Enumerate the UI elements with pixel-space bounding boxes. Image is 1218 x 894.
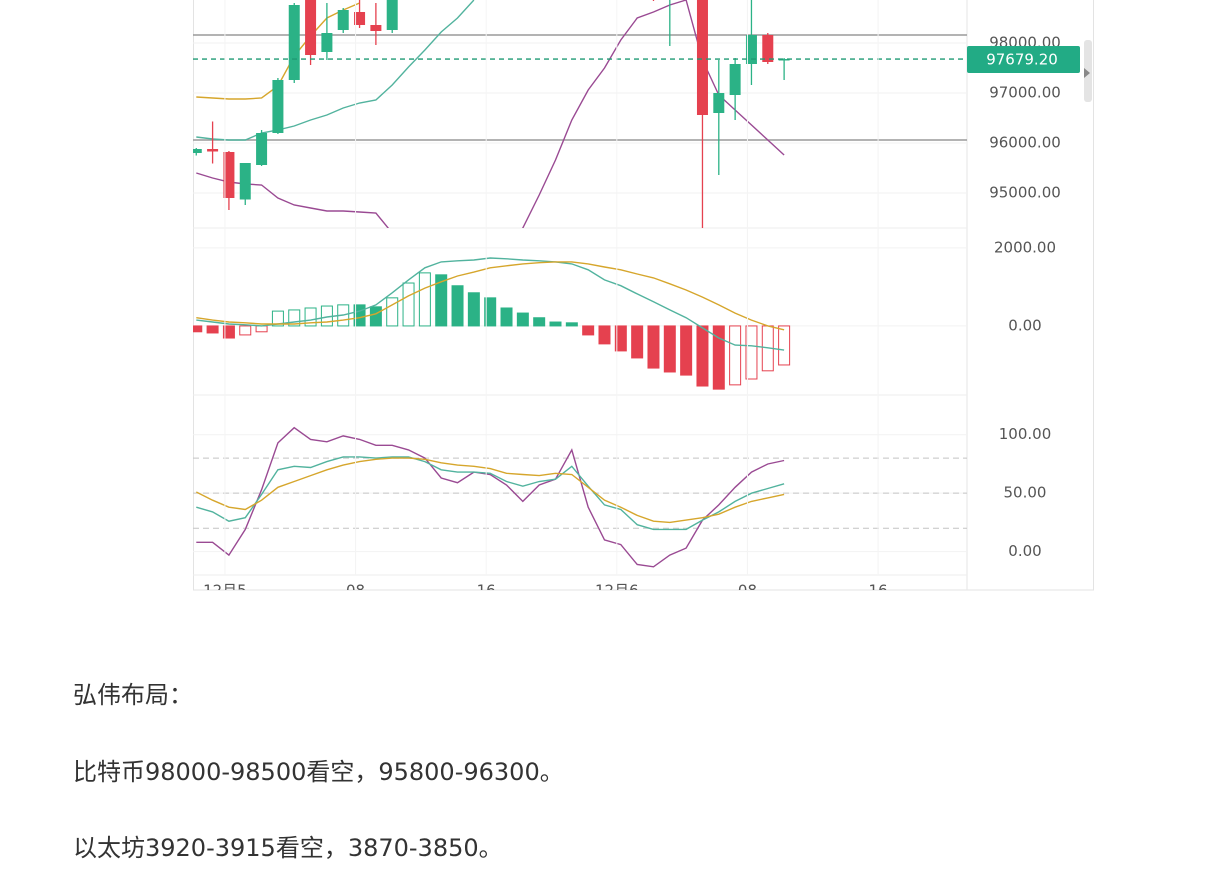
indicator-line [196, 257, 785, 351]
candle-body [321, 33, 333, 52]
indicator-line [196, 456, 785, 531]
indicator-line [196, 0, 475, 141]
candle-body [713, 93, 725, 113]
macd-bar [500, 307, 513, 327]
indicator-line [196, 261, 785, 331]
macd-bar [614, 325, 627, 352]
price-panel [193, 0, 967, 228]
macd-bar [631, 325, 644, 359]
candle-body [272, 80, 284, 133]
macd-bar [193, 325, 203, 333]
scrollbar[interactable] [1084, 40, 1092, 102]
macd-bar [778, 325, 791, 366]
macd-bar [271, 310, 284, 327]
macd-bar [386, 297, 399, 327]
candle-body [305, 0, 317, 55]
candle-body [370, 25, 382, 31]
macd-bar [696, 325, 709, 387]
macd-bar [255, 325, 268, 333]
y-tick-label: 2000.00 [994, 238, 1056, 256]
candle-body [337, 10, 349, 30]
x-tick-label: 12月6 [595, 582, 639, 600]
candle-body [223, 152, 235, 198]
macd-bar [206, 325, 219, 334]
y-tick-label: 95000.00 [989, 184, 1061, 202]
indicator-line [195, 457, 785, 524]
y-tick-label: 96000.00 [989, 134, 1061, 152]
x-tick-label: 12月5 [203, 582, 247, 600]
scroll-arrow[interactable] [1084, 68, 1090, 78]
macd-bar [598, 325, 611, 345]
macd-bar [418, 272, 431, 327]
y-tick-label: 97000.00 [989, 84, 1061, 102]
macd-bar [565, 322, 578, 327]
macd-bar [712, 325, 725, 390]
macd-panel [193, 247, 967, 390]
candle-body [386, 0, 398, 30]
x-tick-label: 08 [346, 582, 365, 600]
macd-bar [680, 325, 693, 376]
candle-body [762, 35, 774, 62]
x-tick-label: 16 [477, 582, 496, 600]
macd-bar [402, 282, 415, 327]
macd-bar [435, 274, 448, 327]
candle-body [193, 149, 202, 153]
y-tick-label: 99000.00 [989, 0, 1061, 2]
y-tick-label: 0.00 [1008, 542, 1041, 560]
axes: 99000.0098000.0097000.0096000.0095000.00… [203, 0, 1080, 600]
macd-bar [304, 307, 317, 327]
y-tick-label: 0.00 [1008, 316, 1041, 334]
macd-bar [663, 325, 676, 373]
heading: 弘伟布局： [73, 681, 193, 709]
macd-bar [533, 317, 546, 327]
macd-bar [516, 312, 529, 327]
macd-bar [451, 285, 464, 327]
candle-body [778, 59, 790, 61]
macd-bar [647, 325, 660, 369]
y-tick-label: 100.00 [999, 425, 1052, 443]
x-tick-label: 16 [869, 582, 888, 600]
macd-bar [467, 292, 480, 327]
macd-bar [582, 325, 595, 336]
x-tick-label: 08 [738, 582, 757, 600]
last-price-label: 97679.20 [986, 51, 1058, 69]
macd-bar [549, 321, 562, 327]
candle-body [207, 149, 219, 152]
macd-bar [745, 325, 758, 380]
macd-bar [288, 309, 301, 327]
candle-body [288, 5, 300, 80]
indicator-line [196, 0, 785, 228]
macd-bar [369, 306, 382, 327]
paragraph: 比特币98000-98500看空，95800-96300。 [73, 758, 564, 786]
y-tick-label: 50.00 [1004, 484, 1047, 502]
last-price-tag [967, 46, 1080, 74]
candle-body [696, 0, 708, 115]
indicator-line [196, 426, 785, 568]
candle-body [256, 133, 268, 165]
macd-bar [353, 304, 366, 327]
macd-bar [222, 325, 235, 339]
kdj-panel [193, 426, 967, 568]
chart-frame [193, 0, 1094, 591]
paragraph: 以太坊3920-3915看空，3870-3850。 [73, 834, 503, 862]
candle-body [729, 64, 741, 95]
candle-body [745, 35, 757, 64]
chart: 99000.0098000.0097000.0096000.0095000.00… [193, 0, 1094, 600]
macd-bar [729, 325, 742, 386]
candle-body [354, 12, 366, 25]
macd-bar [239, 325, 252, 336]
candle-body [239, 163, 251, 200]
macd-bar [484, 297, 497, 327]
